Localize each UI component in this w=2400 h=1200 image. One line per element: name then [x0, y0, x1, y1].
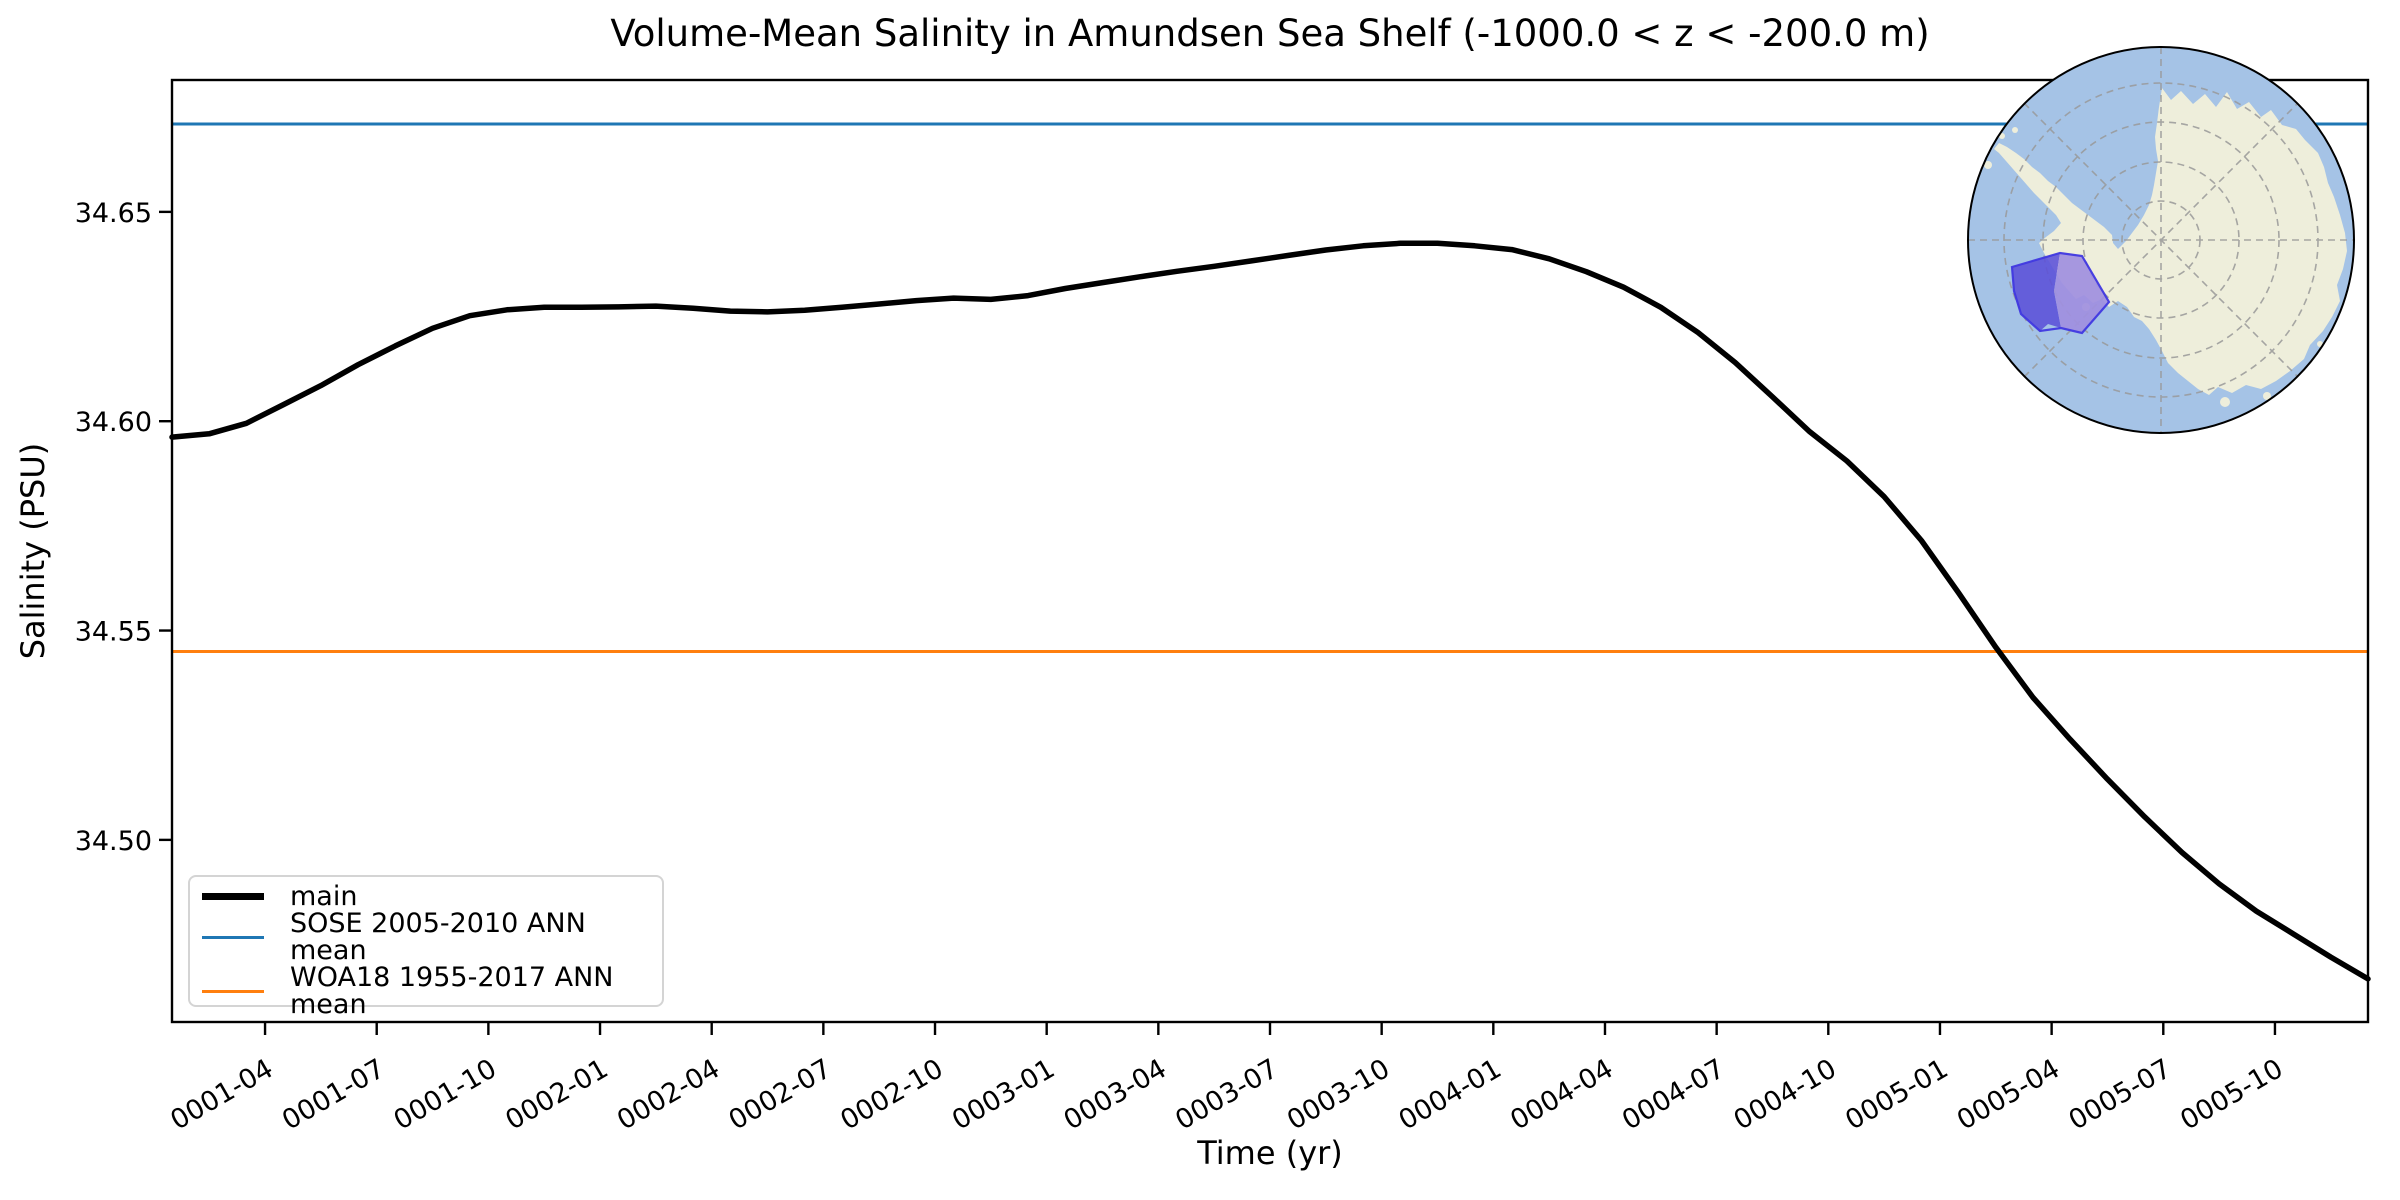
inset-map-antarctica: [1967, 46, 2355, 434]
x-axis: 0001-040001-070001-100002-010002-040002-…: [165, 1022, 2288, 1136]
legend-label-sose: SOSE 2005-2010 ANN mean: [290, 908, 586, 966]
legend-line-main: [202, 893, 264, 900]
x-tick-label: 0005-04: [1952, 1053, 2065, 1136]
map-border: [1967, 46, 2355, 434]
x-tick-label: 0003-10: [1282, 1053, 1395, 1136]
x-tick-label: 0002-01: [500, 1053, 613, 1136]
legend-entry-main: main: [202, 883, 662, 910]
map-region-outline: [2010, 251, 2111, 335]
map-region-light: [2054, 253, 2109, 333]
y-tick-label: 34.55: [75, 617, 152, 648]
x-tick-label: 0002-04: [612, 1053, 725, 1136]
legend-label-woa18: WOA18 1955-2017 ANN mean: [290, 962, 614, 1020]
y-axis-label: Salinity (PSU): [14, 443, 52, 660]
legend-entry-sose: SOSE 2005-2010 ANN mean: [202, 910, 662, 964]
legend-label-main: main: [290, 881, 358, 912]
x-tick-label: 0005-07: [2064, 1053, 2177, 1136]
map-region-dark: [2012, 253, 2061, 331]
x-tick-label: 0001-07: [277, 1053, 390, 1136]
y-axis: 34.50 34.55 34.60 34.65: [75, 198, 172, 857]
map-antarctica-land: [1994, 88, 2347, 395]
x-axis-label: Time (yr): [1197, 1134, 1343, 1172]
x-tick-label: 0001-04: [165, 1053, 278, 1136]
x-tick-label: 0004-10: [1729, 1053, 1842, 1136]
x-tick-label: 0004-01: [1394, 1053, 1507, 1136]
x-tick-label: 0001-10: [389, 1053, 502, 1136]
x-tick-label: 0004-04: [1505, 1053, 1618, 1136]
x-tick-label: 0003-07: [1170, 1053, 1283, 1136]
x-tick-label: 0004-07: [1617, 1053, 1730, 1136]
x-tick-label: 0005-10: [2175, 1053, 2288, 1136]
x-tick-label: 0002-10: [835, 1053, 948, 1136]
legend-entry-woa18: WOA18 1955-2017 ANN mean: [202, 964, 662, 1018]
x-tick-label: 0003-04: [1059, 1053, 1172, 1136]
x-tick-label: 0005-01: [1840, 1053, 1953, 1136]
chart-title: Volume-Mean Salinity in Amundsen Sea She…: [610, 12, 1930, 55]
legend: main SOSE 2005-2010 ANN mean WOA18 1955-…: [188, 875, 664, 1018]
y-tick-label: 34.60: [75, 407, 152, 438]
y-tick-label: 34.65: [75, 198, 152, 229]
y-tick-label: 34.50: [75, 826, 152, 857]
legend-line-woa18: [202, 989, 264, 993]
map-graticule: [1968, 47, 2354, 433]
x-tick-label: 0003-01: [947, 1053, 1060, 1136]
main-series-line: [169, 240, 2371, 982]
legend-line-sose: [202, 935, 264, 939]
x-tick-label: 0002-07: [724, 1053, 837, 1136]
